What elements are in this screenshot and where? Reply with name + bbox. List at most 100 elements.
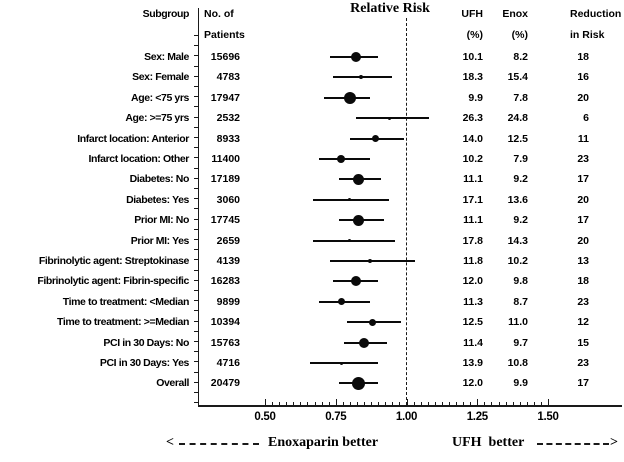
ufh-value: 11.8 [463, 255, 483, 267]
enox-value: 8.2 [513, 51, 528, 63]
rr-marker [359, 337, 370, 348]
reduction-value: 13 [577, 255, 589, 267]
x-axis-tick [463, 402, 465, 405]
x-axis-tick [371, 402, 373, 405]
rr-marker [350, 52, 361, 62]
enox-value: 8.7 [513, 295, 528, 308]
x-axis-tick [342, 402, 344, 405]
rr-marker [369, 318, 376, 326]
y-axis-tick [193, 96, 198, 98]
reduction-value: 23 [577, 357, 589, 369]
patients-value: 17189 [210, 173, 240, 186]
y-axis-tick [193, 157, 198, 159]
y-axis-tick [193, 320, 198, 322]
reduction-value: 20 [577, 193, 589, 206]
ufh-value: 12.0 [462, 275, 483, 288]
x-axis-tick [540, 402, 542, 405]
subgroup-label: Fibrinolytic agent: Streptokinase [38, 255, 190, 267]
column-header-ufh-line2: (%) [466, 29, 483, 41]
y-axis-tick [193, 392, 198, 393]
y-axis-tick [193, 35, 198, 36]
ci-line [313, 239, 396, 242]
y-axis-tick [193, 310, 198, 312]
x-axis-tick [413, 402, 415, 405]
x-axis-tick [300, 402, 302, 405]
y-axis-tick [193, 361, 198, 363]
x-axis-tick [498, 402, 500, 405]
ufh-value: 26.3 [462, 112, 483, 125]
ci-line [330, 260, 415, 262]
patients-value: 4139 [216, 255, 240, 267]
y-axis-tick [193, 239, 198, 240]
ufh-value: 18.3 [462, 71, 483, 84]
x-axis-line [198, 405, 622, 407]
subgroup-label: Infarct location: Other [88, 153, 190, 165]
y-axis-tick [193, 126, 198, 128]
x-axis-tick [392, 402, 394, 405]
enox-value: 15.4 [507, 71, 528, 84]
ufh-value: 13.9 [462, 357, 483, 369]
column-header-patients-line1: No. of [204, 8, 234, 20]
x-axis-tick [314, 402, 316, 405]
y-axis-tick [193, 167, 198, 169]
rr-marker [352, 214, 364, 226]
x-axis-tick-label: 0.50 [254, 411, 276, 423]
ufh-value: 11.3 [463, 295, 483, 308]
subgroup-label: Diabetes: No [129, 173, 190, 186]
x-axis-tick [477, 399, 479, 405]
y-axis-tick [193, 249, 198, 251]
subgroup-label: Time to treatment: >=Median [57, 316, 189, 329]
y-axis-tick [193, 198, 198, 200]
x-axis-tick [420, 402, 422, 405]
reduction-value: 17 [577, 377, 589, 390]
patients-value: 8933 [216, 132, 240, 145]
subgroup-label: PCI in 30 Days: Yes [99, 357, 190, 369]
subgroup-label: Sex: Female [132, 71, 189, 84]
ci-line [310, 362, 379, 364]
x-axis-tick [448, 402, 450, 405]
ci-line [355, 117, 430, 120]
reduction-value: 18 [577, 275, 589, 288]
y-axis-line [197, 8, 199, 405]
enox-value: 9.2 [513, 214, 528, 227]
column-header-patients-line2: Patients [204, 29, 245, 41]
subgroup-label: Fibrinolytic agent: Fibrin-specific [37, 275, 189, 288]
subgroup-label: Time to treatment: <Median [62, 295, 190, 308]
enox-value: 9.7 [513, 336, 528, 349]
column-header-subgroup: Subgroup [142, 8, 190, 20]
y-axis-tick [193, 218, 198, 220]
subgroup-label: Age: >=75 yrs [125, 112, 189, 125]
reduction-value: 23 [577, 295, 589, 308]
x-axis-tick [406, 399, 408, 405]
ufh-value: 14.0 [462, 132, 483, 145]
rr-marker [350, 276, 361, 287]
x-axis-tick [484, 402, 486, 405]
x-axis-tick [548, 399, 549, 405]
rr-marker [359, 75, 364, 80]
patients-value: 4716 [216, 357, 240, 369]
x-axis-tick [456, 402, 457, 405]
reduction-value: 16 [577, 71, 589, 84]
y-axis-tick [193, 86, 198, 87]
column-header-reduction-line1: Reduction [570, 8, 622, 20]
left-arrow-icon: < [166, 435, 174, 450]
subgroup-label: Diabetes: Yes [126, 193, 189, 206]
ufh-value: 17.8 [462, 234, 483, 247]
rr-marker [343, 91, 356, 104]
ufh-value: 11.1 [463, 173, 483, 186]
ufh-value: 9.9 [468, 91, 483, 104]
enox-value: 12.5 [507, 132, 528, 145]
x-axis-tick-label: 1.25 [466, 411, 488, 423]
x-axis-tick [512, 402, 514, 405]
y-axis-tick [193, 208, 198, 210]
enox-value: 9.8 [513, 275, 528, 288]
ufh-value: 11.1 [463, 214, 483, 227]
subgroup-label: Age: <75 yrs [131, 91, 189, 104]
column-header-ufh-line1: UFH [461, 8, 483, 20]
x-axis-tick [533, 402, 535, 405]
x-axis-tick [427, 402, 429, 405]
reduction-value: 20 [577, 234, 589, 247]
y-axis-tick [193, 55, 198, 57]
ufh-value: 10.2 [462, 153, 483, 165]
